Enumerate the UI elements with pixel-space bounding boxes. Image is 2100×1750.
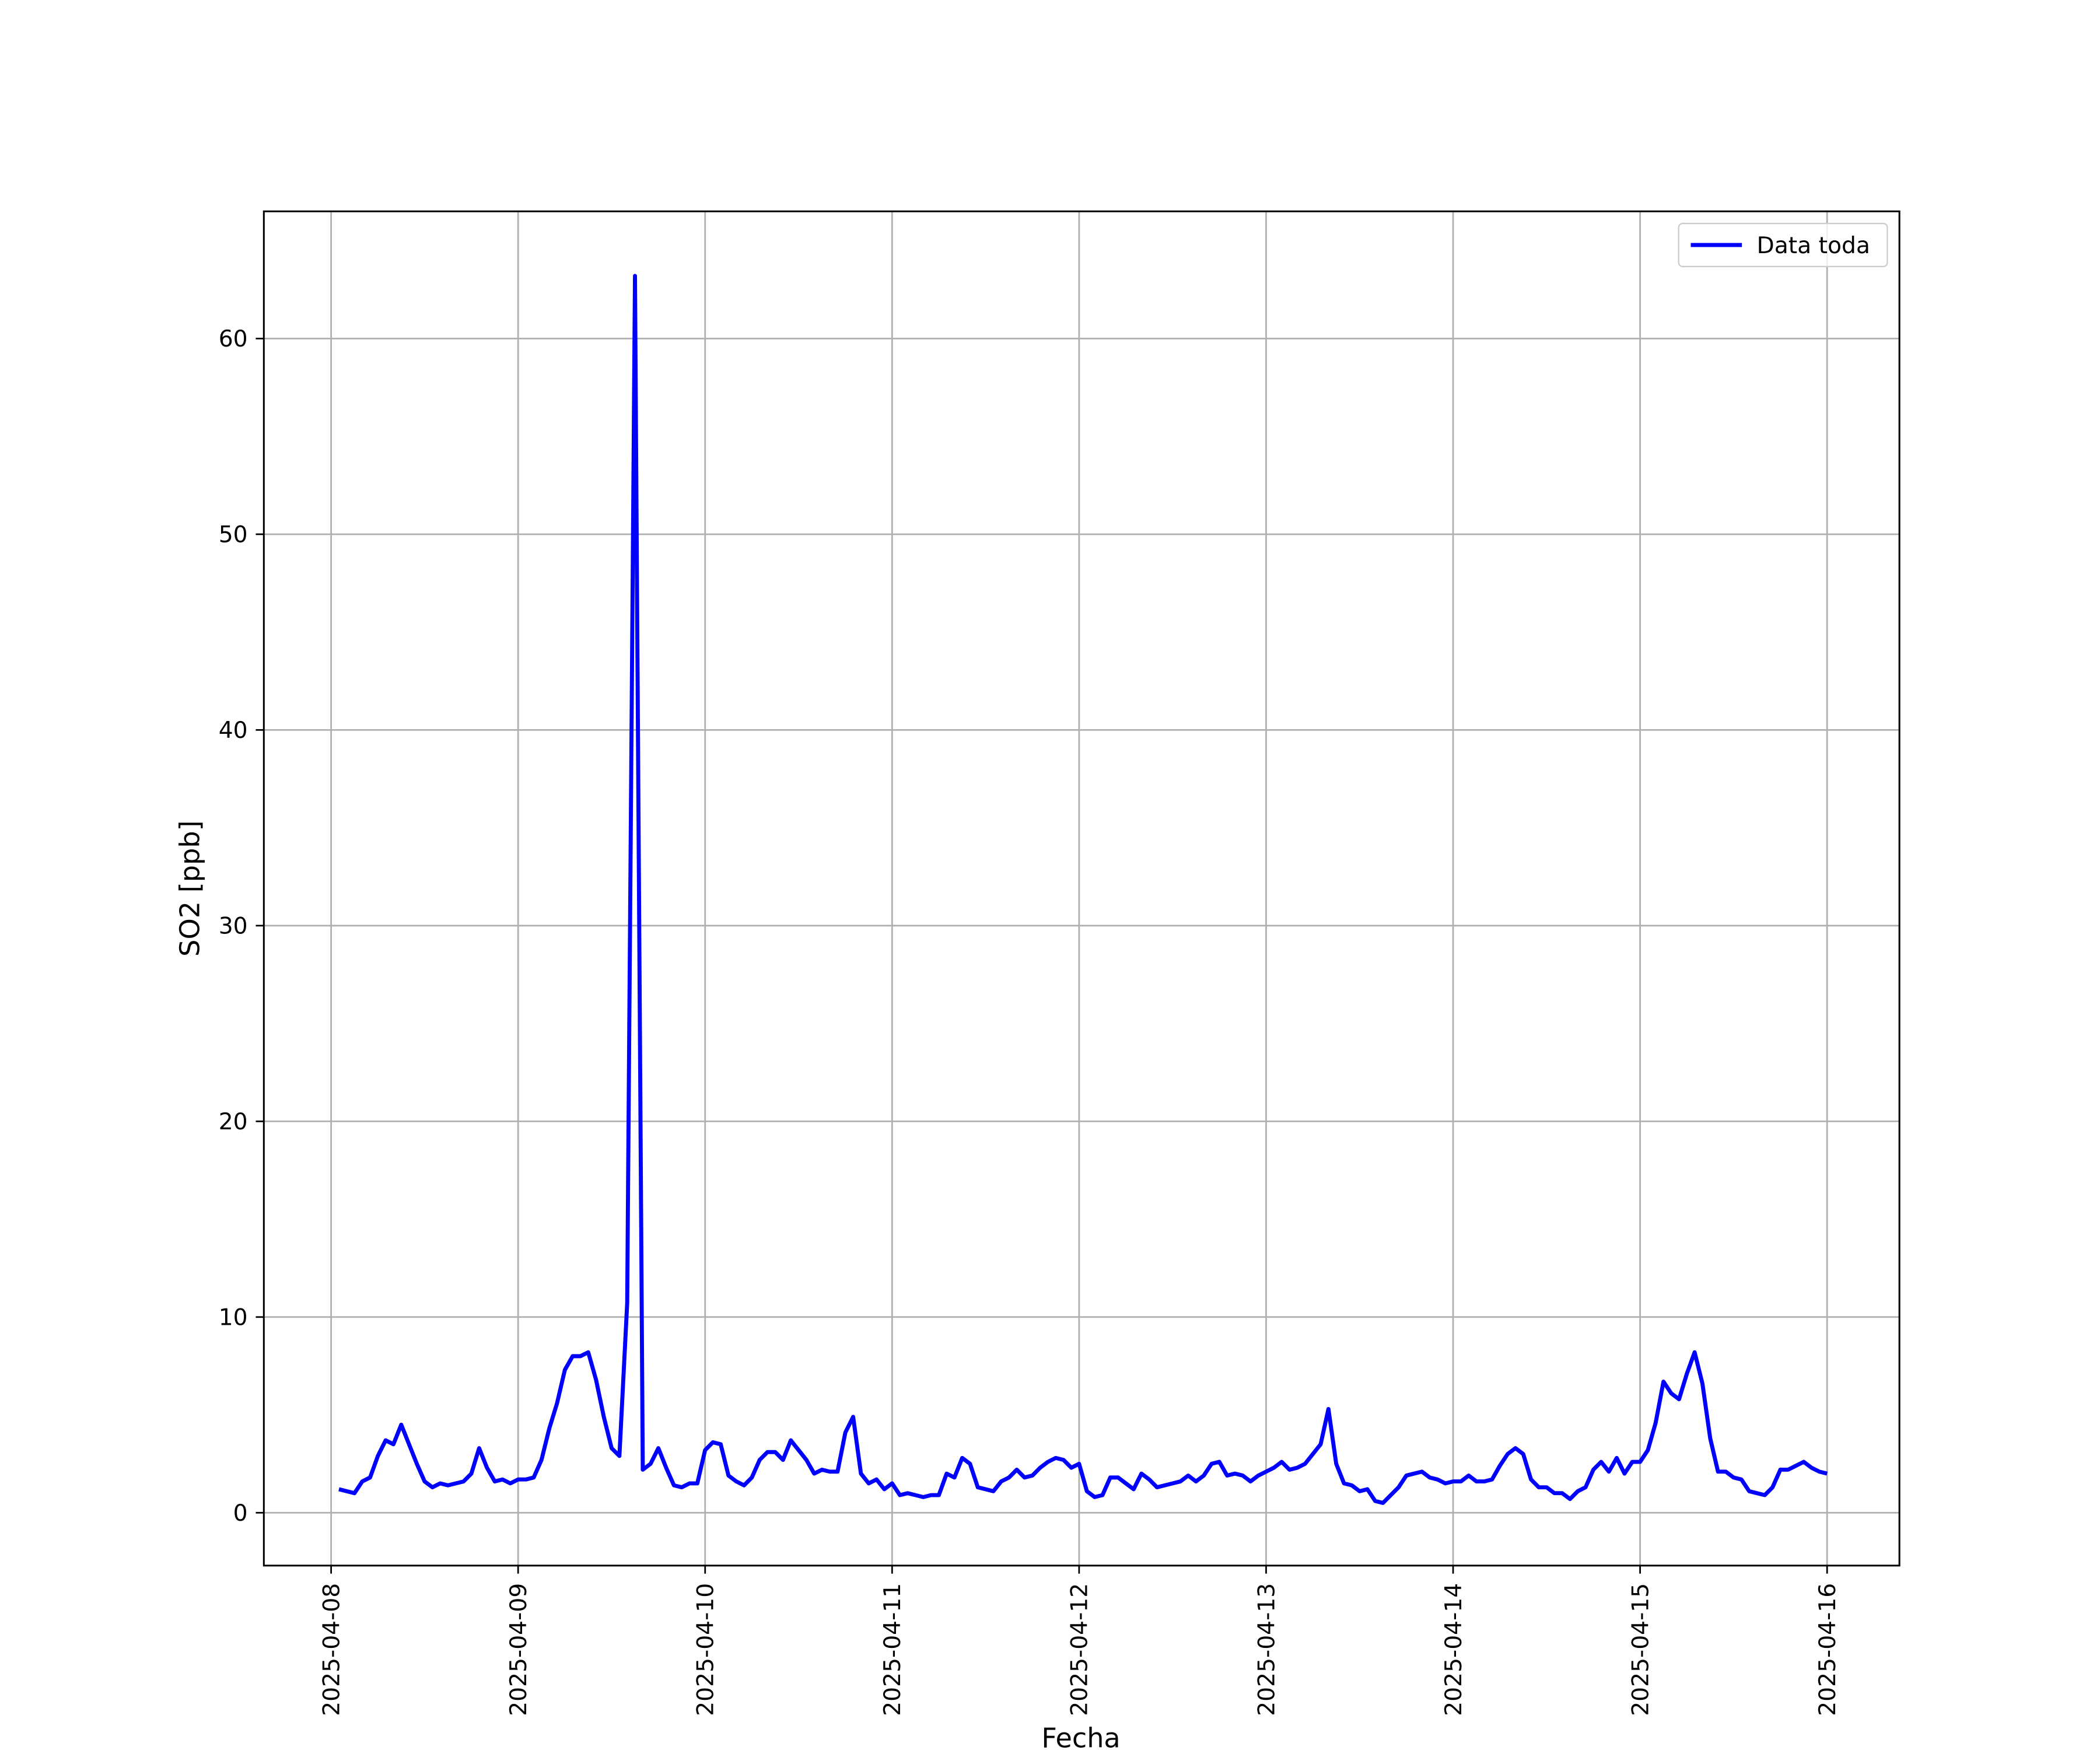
legend-label: Data toda [1757, 233, 1870, 259]
y-tick-label: 40 [219, 718, 248, 744]
legend: Data toda [1678, 222, 1888, 268]
y-tick-label: 20 [219, 1109, 248, 1135]
x-tick-label: 2025-04-11 [880, 1583, 906, 1716]
data [338, 274, 1828, 1505]
y-tick-label: 50 [219, 522, 248, 548]
x-axis-label: Fecha [1041, 1722, 1120, 1750]
grid [264, 211, 1900, 1566]
plot-frame [262, 210, 1901, 1567]
y-tick-label: 60 [219, 326, 248, 352]
data-line [338, 274, 1828, 1505]
y-axis-label: SO2 [ppb] [174, 820, 206, 957]
x-tick-label: 2025-04-10 [693, 1583, 719, 1716]
x-tick-label: 2025-04-08 [318, 1583, 345, 1716]
x-tick-label: 2025-04-13 [1254, 1583, 1280, 1716]
x-tick-label: 2025-04-15 [1628, 1583, 1654, 1716]
x-tick-label: 2025-04-14 [1441, 1583, 1467, 1716]
x-tick-label: 2025-04-12 [1067, 1583, 1093, 1716]
x-tick-label: 2025-04-09 [506, 1583, 532, 1716]
y-tick-label: 10 [219, 1305, 248, 1331]
y-tick-label: 30 [219, 914, 248, 940]
y-tick-label: 0 [233, 1500, 248, 1527]
legend-box [1678, 222, 1888, 268]
x-tick-label: 2025-04-16 [1815, 1583, 1841, 1716]
